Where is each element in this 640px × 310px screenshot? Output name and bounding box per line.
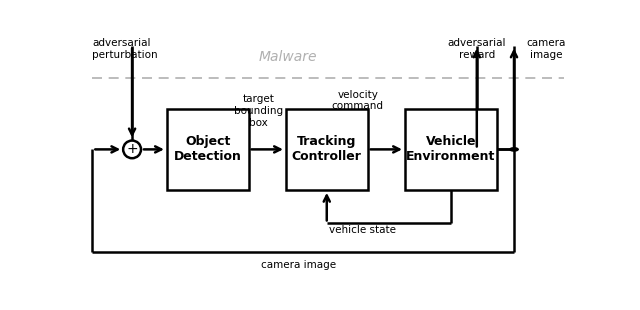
Text: vehicle state: vehicle state: [329, 224, 396, 235]
Text: Malware: Malware: [259, 51, 317, 64]
Text: adversarial
reward: adversarial reward: [447, 38, 506, 60]
FancyBboxPatch shape: [167, 109, 248, 190]
Text: Vehicle
Environment: Vehicle Environment: [406, 135, 495, 163]
Text: camera image: camera image: [260, 260, 336, 270]
Ellipse shape: [123, 140, 141, 158]
Text: Object
Detection: Object Detection: [174, 135, 242, 163]
Circle shape: [509, 147, 519, 152]
Text: +: +: [126, 142, 138, 156]
Text: velocity
command: velocity command: [332, 90, 384, 111]
Text: target
bounding
box: target bounding box: [234, 95, 283, 128]
Text: camera
image: camera image: [527, 38, 566, 60]
Text: Tracking
Controller: Tracking Controller: [292, 135, 362, 163]
FancyBboxPatch shape: [405, 109, 497, 190]
Text: adversarial
perturbation: adversarial perturbation: [92, 38, 158, 60]
FancyBboxPatch shape: [286, 109, 367, 190]
